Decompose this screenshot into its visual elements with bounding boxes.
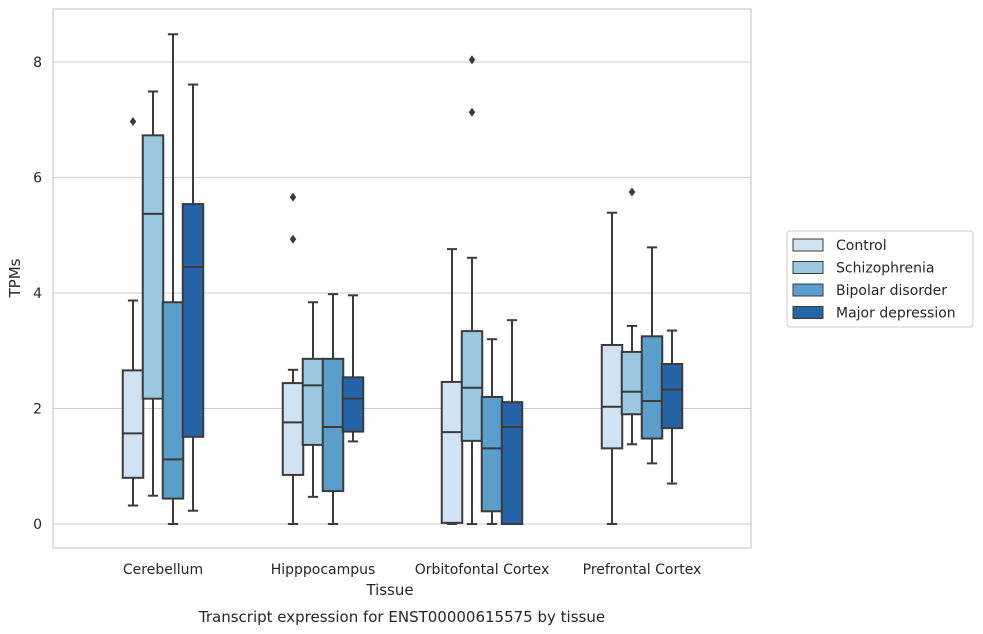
box-control bbox=[600, 211, 624, 525]
plot-frame bbox=[52, 8, 752, 549]
box-body bbox=[181, 203, 205, 438]
y-tick-label: 0 bbox=[33, 517, 42, 533]
legend-frame bbox=[786, 230, 974, 328]
box-body bbox=[440, 380, 464, 524]
box-body bbox=[301, 357, 325, 446]
boxes-layer bbox=[121, 33, 684, 525]
outlier-point bbox=[468, 55, 476, 65]
box-schizophrenia bbox=[301, 301, 325, 498]
box-body bbox=[480, 395, 504, 513]
x-tick-label: Orbitofontal Cortex bbox=[415, 562, 550, 578]
x-axis-label: Tissue bbox=[365, 581, 413, 599]
legend-swatch bbox=[792, 306, 824, 319]
outlier-point bbox=[628, 187, 636, 197]
box-body bbox=[141, 134, 165, 400]
legend-swatch bbox=[792, 261, 824, 274]
legend-label: Major depression bbox=[836, 306, 956, 322]
box-body bbox=[121, 369, 145, 479]
chart-caption: Transcript expression for ENST0000061557… bbox=[198, 608, 605, 626]
y-tick-label: 6 bbox=[33, 171, 42, 187]
y-tick-label: 4 bbox=[33, 286, 42, 302]
box-bipolar-disorder bbox=[321, 293, 345, 525]
box-body bbox=[500, 401, 524, 525]
outlier-point bbox=[468, 107, 476, 117]
y-axis-label: TPMs bbox=[6, 258, 24, 298]
x-tick-label: Hipppocampus bbox=[271, 562, 376, 578]
box-control bbox=[121, 116, 145, 507]
box-major-depression bbox=[660, 329, 684, 485]
y-tick-label: 2 bbox=[33, 402, 42, 418]
box-body bbox=[660, 363, 684, 430]
box-control bbox=[281, 192, 305, 525]
box-major-depression bbox=[341, 294, 365, 443]
legend-label: Control bbox=[836, 238, 887, 254]
box-major-depression bbox=[181, 83, 205, 512]
outlier-point bbox=[129, 116, 137, 126]
x-tick-label: Cerebellum bbox=[123, 562, 203, 578]
box-body bbox=[460, 330, 484, 442]
box-schizophrenia bbox=[460, 55, 484, 525]
outlier-point bbox=[289, 234, 297, 244]
box-body bbox=[341, 376, 365, 433]
legend-label: Schizophrenia bbox=[836, 261, 934, 277]
legend-swatch bbox=[792, 283, 824, 297]
box-body bbox=[600, 343, 624, 450]
box-bipolar-disorder bbox=[161, 33, 185, 525]
legend-swatch bbox=[792, 238, 824, 252]
x-tick-labels: Cerebellum Hipppocampus Orbitofontal Corte… bbox=[123, 562, 701, 578]
box-body bbox=[321, 357, 345, 493]
y-tick-label: 8 bbox=[33, 55, 42, 71]
legend: Control Schizophrenia Bipolar disorder Majo… bbox=[786, 230, 974, 328]
y-tick-labels: 0 2 4 6 8 bbox=[33, 55, 42, 533]
x-tick-label: Prefrontal Cortex bbox=[583, 562, 702, 578]
legend-label: Bipolar disorder bbox=[836, 283, 947, 299]
box-schizophrenia bbox=[620, 187, 644, 446]
box-body bbox=[620, 350, 644, 416]
box-body bbox=[640, 335, 664, 440]
box-schizophrenia bbox=[141, 90, 165, 497]
box-major-depression bbox=[500, 319, 524, 525]
box-body bbox=[281, 382, 305, 476]
box-bipolar-disorder bbox=[480, 338, 504, 525]
box-bipolar-disorder bbox=[640, 246, 664, 465]
box-control bbox=[440, 248, 464, 525]
box-body bbox=[161, 301, 185, 500]
outlier-point bbox=[289, 192, 297, 202]
